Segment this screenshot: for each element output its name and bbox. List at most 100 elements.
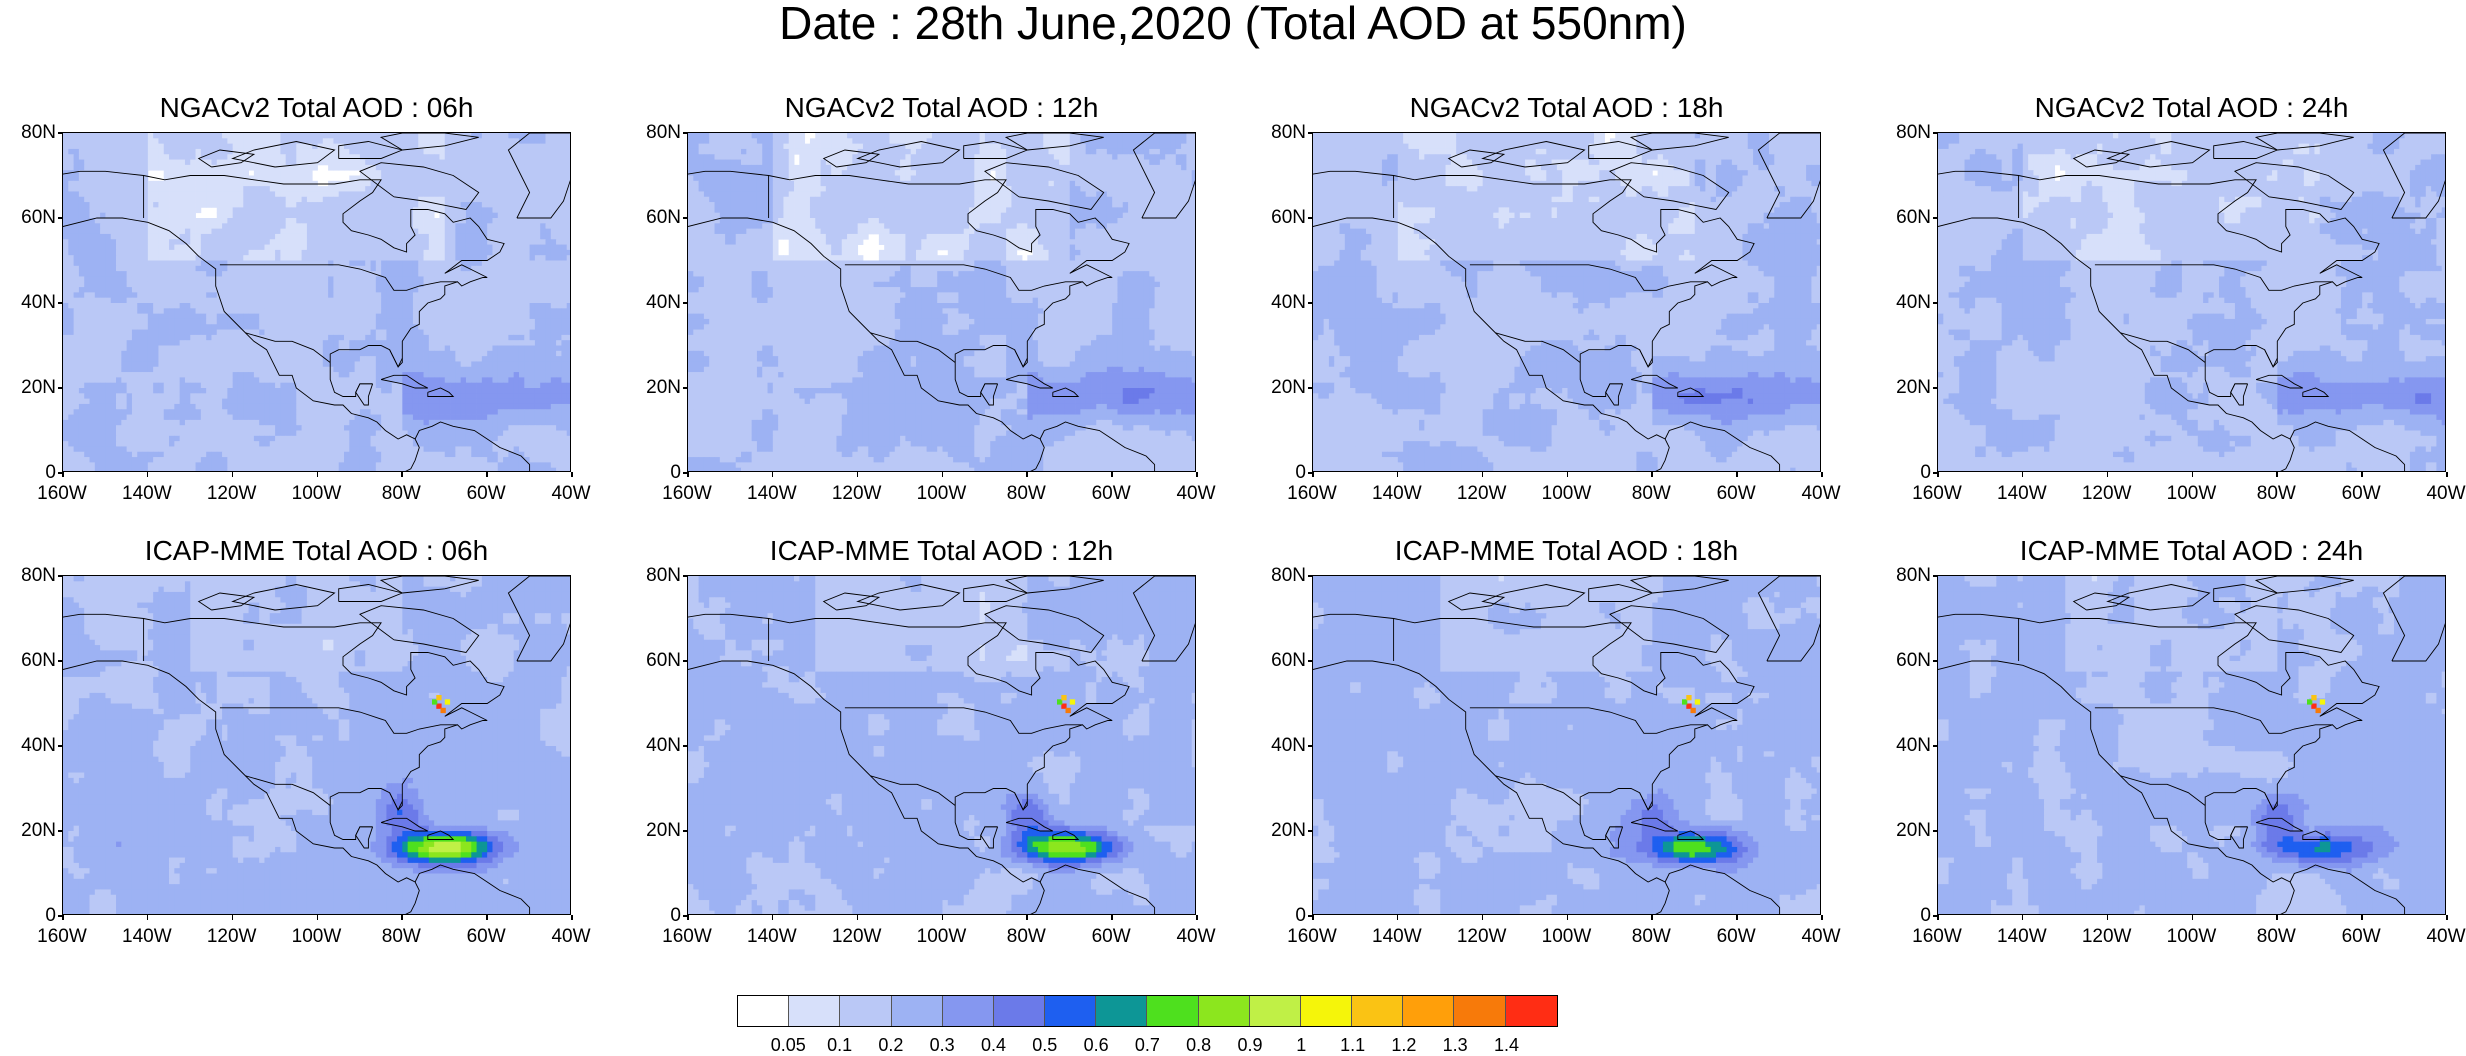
aod-cell	[147, 292, 154, 299]
aod-cell	[317, 133, 324, 139]
aod-cell	[78, 303, 85, 309]
aod-cell	[237, 260, 244, 267]
aod-cell	[169, 276, 175, 283]
aod-cell	[386, 324, 393, 330]
aod-cell	[317, 403, 324, 410]
aod-cell	[78, 372, 85, 378]
aod-cell	[386, 186, 393, 192]
aod-cell	[158, 297, 165, 304]
aod-cell	[518, 292, 525, 299]
aod-cell	[280, 313, 287, 320]
aod-cell	[269, 154, 276, 160]
aod-cell	[126, 409, 133, 415]
aod-cell	[184, 148, 191, 155]
aod-cell	[190, 196, 196, 203]
aod-cell	[89, 393, 96, 400]
aod-cell	[232, 403, 239, 410]
aod-cell	[492, 239, 499, 245]
aod-cell	[105, 265, 112, 272]
aod-cell	[465, 297, 472, 304]
aod-cell	[259, 255, 265, 261]
aod-cell	[344, 202, 350, 208]
aod-cell	[290, 372, 297, 378]
aod-cell	[126, 340, 133, 346]
aod-cell	[402, 255, 409, 261]
aod-cell	[333, 318, 340, 325]
aod-cell	[126, 133, 133, 139]
aod-cell	[487, 334, 493, 341]
aod-cell	[503, 292, 509, 299]
aod-cell	[184, 138, 191, 145]
aod-cell	[285, 388, 292, 394]
aod-cell	[280, 239, 287, 245]
aod-cell	[402, 244, 409, 251]
aod-cell	[169, 334, 175, 341]
aod-cell	[206, 196, 212, 203]
aod-cell	[333, 271, 340, 277]
aod-cell	[492, 196, 499, 203]
aod-cell	[94, 133, 101, 139]
aod-cell	[243, 372, 249, 378]
aod-cell	[169, 382, 175, 389]
aod-cell	[370, 175, 377, 182]
aod-cell	[450, 271, 456, 277]
aod-cell	[476, 138, 483, 145]
aod-cell	[137, 175, 143, 182]
aod-cell	[264, 324, 271, 330]
aod-cell	[444, 164, 451, 171]
aod-cell	[179, 138, 186, 145]
aod-cell	[503, 255, 509, 261]
aod-cell	[370, 334, 377, 341]
aod-cell	[439, 255, 446, 261]
aod-cell	[518, 340, 525, 346]
aod-cell	[561, 356, 568, 362]
aod-cell	[556, 297, 562, 304]
aod-cell	[200, 345, 207, 352]
aod-cell	[296, 350, 302, 357]
aod-cell	[561, 233, 568, 240]
aod-cell	[306, 228, 313, 235]
aod-cell	[349, 340, 356, 346]
aod-cell	[163, 356, 170, 362]
aod-cell	[290, 281, 297, 288]
aod-cell	[465, 393, 472, 400]
aod-cell	[280, 271, 287, 277]
aod-cell	[349, 133, 356, 139]
aod-cell	[476, 377, 483, 384]
aod-cell	[179, 228, 186, 235]
aod-cell	[216, 377, 223, 384]
aod-cell	[259, 281, 265, 288]
aod-cell	[301, 260, 308, 267]
aod-cell	[147, 276, 154, 283]
aod-cell	[455, 393, 462, 400]
aod-cell	[290, 138, 297, 145]
aod-cell	[370, 340, 377, 346]
aod-cell	[529, 271, 536, 277]
aod-cell	[68, 186, 74, 192]
aod-cell	[174, 133, 181, 139]
aod-cell	[370, 249, 377, 256]
aod-cell	[269, 281, 276, 288]
aod-cell	[550, 175, 557, 182]
aod-cell	[397, 223, 403, 230]
aod-cell	[503, 265, 509, 272]
aod-cell	[545, 403, 552, 410]
aod-cell	[513, 180, 520, 187]
aod-cell	[184, 340, 191, 346]
aod-cell	[68, 281, 74, 288]
aod-cell	[518, 308, 525, 315]
aod-cell	[68, 403, 74, 410]
aod-cell	[216, 334, 223, 341]
aod-cell	[237, 350, 244, 357]
aod-cell	[476, 281, 483, 288]
aod-cell	[296, 249, 302, 256]
aod-cell	[418, 164, 424, 171]
aod-cell	[190, 265, 196, 272]
aod-cell	[211, 233, 218, 240]
aod-cell	[524, 143, 530, 150]
aod-cell	[508, 212, 515, 219]
aod-cell	[200, 202, 207, 208]
aod-cell	[248, 148, 255, 155]
aod-cell	[73, 372, 80, 378]
aod-cell	[248, 212, 255, 219]
